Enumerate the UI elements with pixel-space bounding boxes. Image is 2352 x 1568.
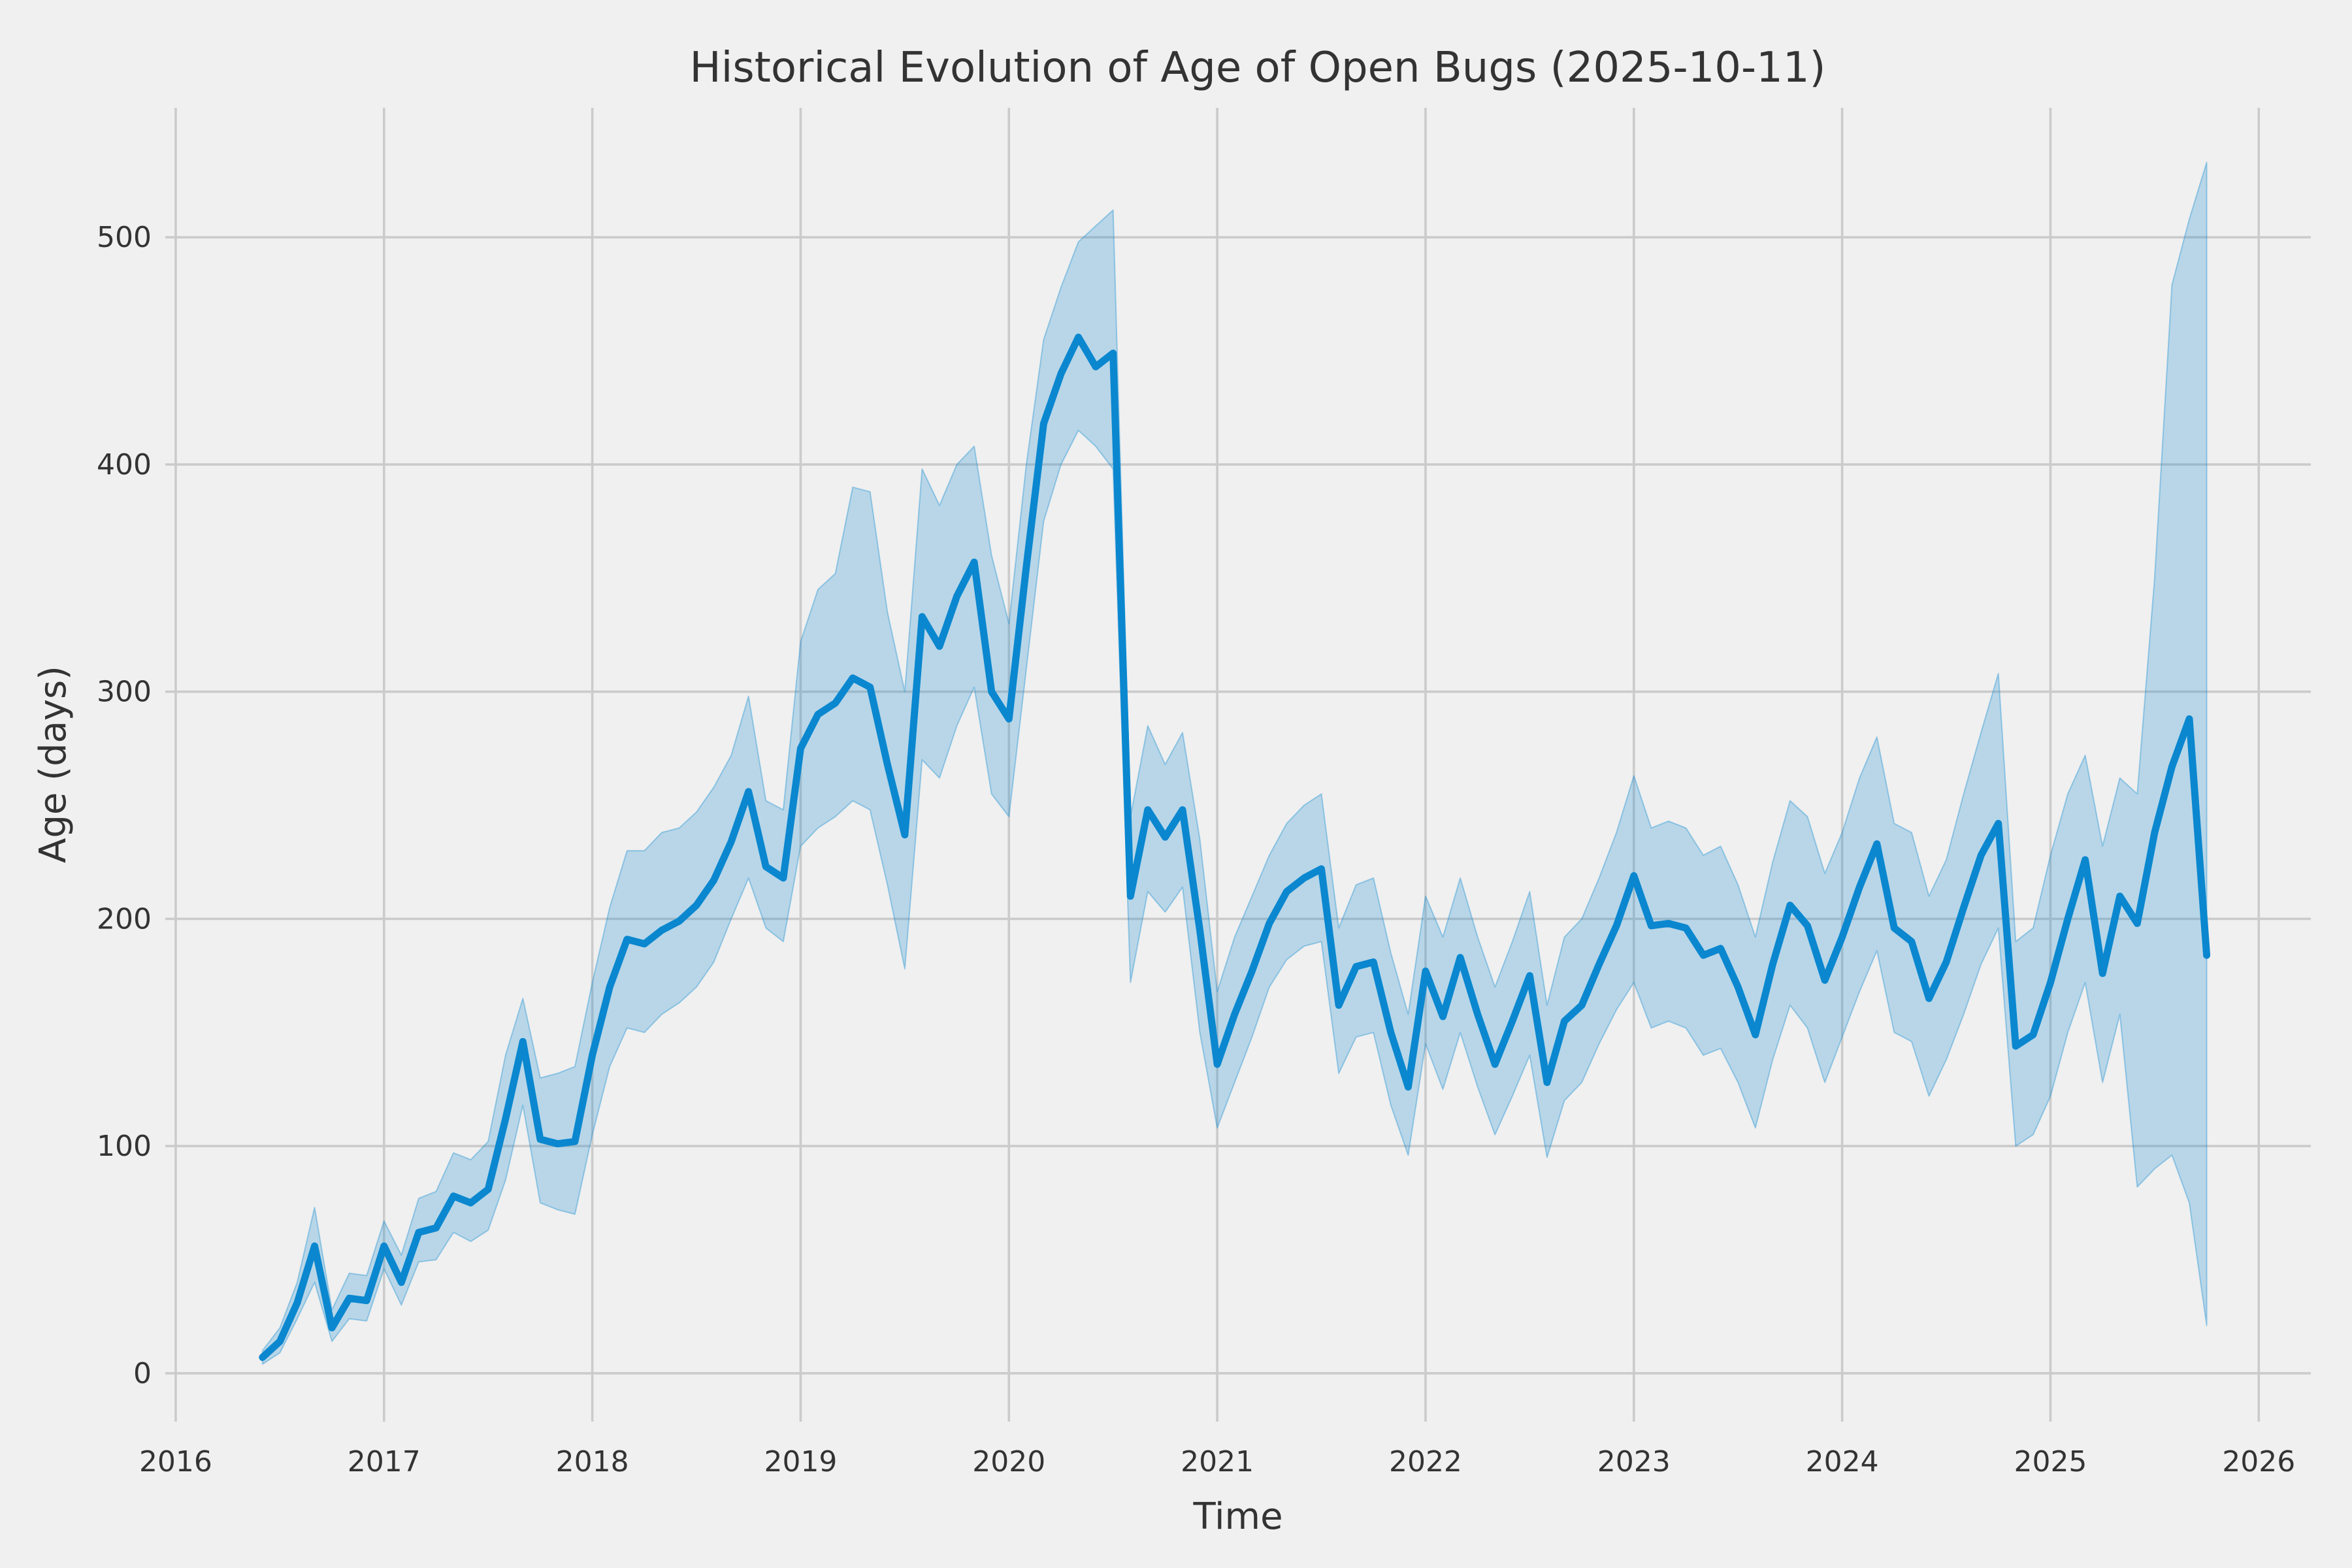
y-tick-label: 400 (97, 448, 152, 482)
x-tick-label: 2026 (2222, 1445, 2295, 1478)
confidence-band-layer (261, 161, 2208, 1365)
trend-line (259, 333, 2211, 1362)
y-tick-label: 300 (97, 676, 152, 709)
y-tick-label: 100 (97, 1130, 152, 1163)
x-tick-label: 2022 (1389, 1445, 1462, 1478)
y-tick-labels: 0 100 200 300 400 500 (97, 221, 152, 1390)
y-tick-label: 0 (133, 1357, 152, 1390)
x-tick-label: 2023 (1597, 1445, 1671, 1478)
x-tick-label: 2024 (1806, 1445, 1879, 1478)
x-tick-label: 2017 (348, 1445, 421, 1478)
x-tick-labels: 2016 2017 2018 2019 2020 2021 2022 2023 2024 2025… (139, 1445, 2295, 1478)
chart-title: Historical Evolution of Age of Open Bugs… (690, 44, 1826, 92)
x-axis-label: Time (1192, 1495, 1282, 1538)
y-axis-label: Age (days) (32, 666, 74, 863)
confidence-band (261, 161, 2208, 1365)
x-tick-label: 2020 (972, 1445, 1045, 1478)
x-tick-label: 2021 (1181, 1445, 1254, 1478)
gridlines (165, 108, 2311, 1422)
y-tick-label: 200 (97, 902, 152, 936)
x-tick-label: 2016 (139, 1445, 212, 1478)
y-tick-label: 500 (97, 221, 152, 254)
x-tick-label: 2018 (556, 1445, 629, 1478)
trend-line-layer (259, 333, 2211, 1362)
x-tick-label: 2025 (2014, 1445, 2087, 1478)
x-tick-label: 2019 (764, 1445, 837, 1478)
